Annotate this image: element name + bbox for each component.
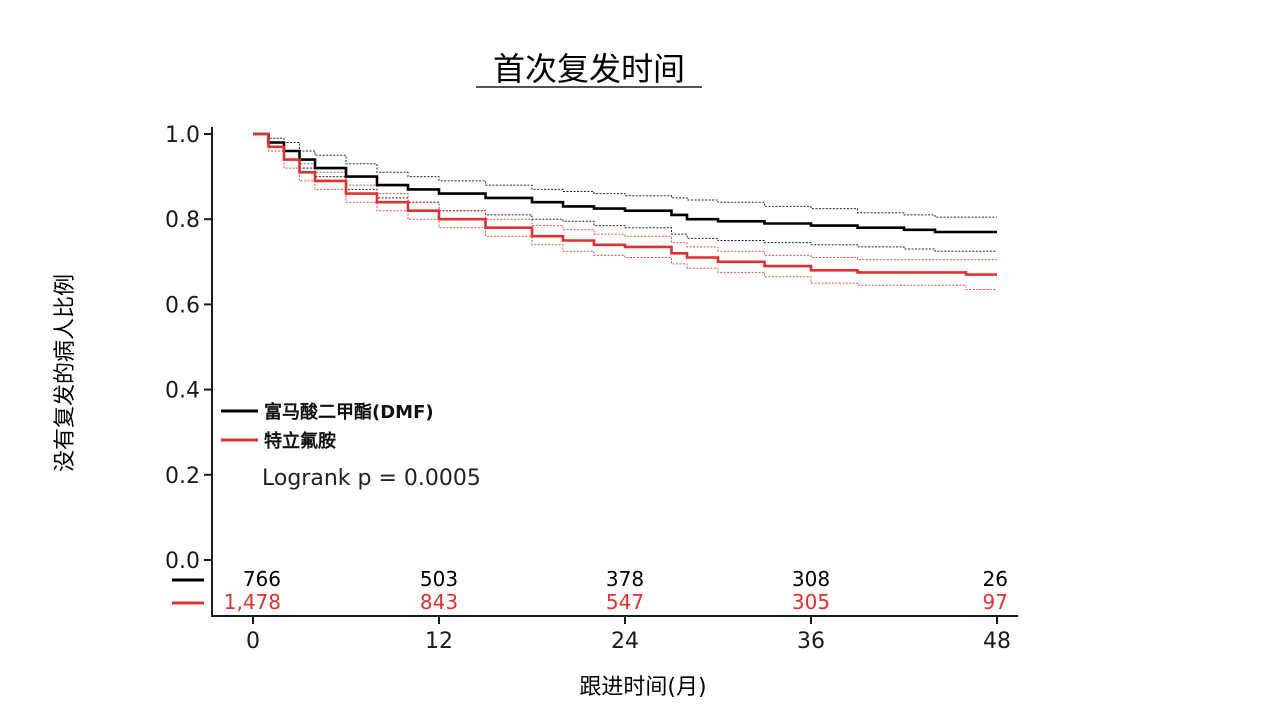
numbers-at-risk-table: 766 503 378 308 26 1,478 843 547 305 97 xyxy=(172,567,1008,614)
y-ticks: 0.0 0.2 0.4 0.6 0.8 1.0 xyxy=(165,123,212,574)
x-axis-label: 跟进时间(月) xyxy=(579,675,706,700)
x-tick-label: 0 xyxy=(246,629,260,654)
ci-upper-dmf xyxy=(253,133,997,218)
y-tick-label: 0.2 xyxy=(165,464,200,489)
ci-upper-teriflunomide xyxy=(253,133,997,261)
y-tick-label: 0.8 xyxy=(165,208,200,233)
chart-title: 首次复发时间 xyxy=(493,50,685,88)
series-line-dmf xyxy=(253,132,997,234)
y-tick-label: 0.6 xyxy=(165,293,200,318)
y-tick-label: 0.4 xyxy=(165,379,200,404)
risk-count: 308 xyxy=(792,567,830,591)
risk-count: 843 xyxy=(420,590,458,614)
risk-count: 378 xyxy=(606,567,644,591)
risk-count: 766 xyxy=(243,567,281,591)
x-ticks: 0 12 24 36 48 xyxy=(246,616,1011,654)
logrank-annotation: Logrank p = 0.0005 xyxy=(262,466,481,491)
x-tick-label: 12 xyxy=(425,629,453,654)
x-tick-label: 48 xyxy=(983,629,1011,654)
x-tick-label: 24 xyxy=(611,629,639,654)
risk-count: 305 xyxy=(792,590,830,614)
y-tick-label: 0.0 xyxy=(165,549,200,574)
y-axis-label: 没有复发的病人比例 xyxy=(53,274,78,472)
risk-count: 547 xyxy=(606,590,644,614)
series-lines xyxy=(253,132,997,276)
series-line-teriflunomide xyxy=(253,132,997,276)
legend-label-dmf: 富马酸二甲酯(DMF) xyxy=(264,401,434,423)
x-tick-label: 36 xyxy=(797,629,825,654)
risk-count: 26 xyxy=(983,567,1008,591)
legend-label-teriflunomide: 特立氟胺 xyxy=(264,430,336,452)
legend: 富马酸二甲酯(DMF) 特立氟胺 xyxy=(221,401,434,452)
risk-count: 1,478 xyxy=(224,590,281,614)
ci-lower-teriflunomide xyxy=(253,133,997,290)
risk-count: 97 xyxy=(983,590,1008,614)
risk-count: 503 xyxy=(420,567,458,591)
y-tick-label: 1.0 xyxy=(165,123,200,148)
